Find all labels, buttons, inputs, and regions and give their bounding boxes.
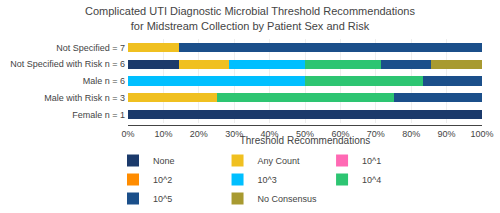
svg-text:Not Specified = 7: Not Specified = 7 xyxy=(56,43,125,53)
svg-text:10^3: 10^3 xyxy=(258,175,277,185)
svg-text:None: None xyxy=(153,156,175,166)
svg-text:70%: 70% xyxy=(367,129,385,139)
svg-text:10^1: 10^1 xyxy=(362,156,381,166)
svg-text:20%: 20% xyxy=(190,129,208,139)
svg-text:100%: 100% xyxy=(470,129,493,139)
svg-text:Threshold Recommendations: Threshold Recommendations xyxy=(240,135,371,146)
svg-text:Any Count: Any Count xyxy=(258,156,301,166)
svg-text:10^4: 10^4 xyxy=(362,175,381,185)
svg-text:80%: 80% xyxy=(402,129,420,139)
svg-text:50%: 50% xyxy=(296,129,314,139)
svg-text:60%: 60% xyxy=(331,129,349,139)
svg-text:90%: 90% xyxy=(438,129,456,139)
svg-text:10%: 10% xyxy=(154,129,172,139)
svg-text:Not Specified with Risk n = 6: Not Specified with Risk n = 6 xyxy=(10,59,125,69)
svg-text:Male with Risk n = 3: Male with Risk n = 3 xyxy=(44,93,125,103)
svg-text:Female n = 1: Female n = 1 xyxy=(72,110,125,120)
svg-text:0%: 0% xyxy=(121,129,134,139)
svg-text:10^5: 10^5 xyxy=(153,194,172,204)
svg-text:10^2: 10^2 xyxy=(153,175,172,185)
svg-text:No Consensus: No Consensus xyxy=(258,194,318,204)
svg-text:30%: 30% xyxy=(225,129,243,139)
svg-text:Male n = 6: Male n = 6 xyxy=(83,76,125,86)
svg-text:Complicated UTI Diagnostic Mic: Complicated UTI Diagnostic Microbial Thr… xyxy=(85,5,415,31)
svg-text:40%: 40% xyxy=(261,129,279,139)
